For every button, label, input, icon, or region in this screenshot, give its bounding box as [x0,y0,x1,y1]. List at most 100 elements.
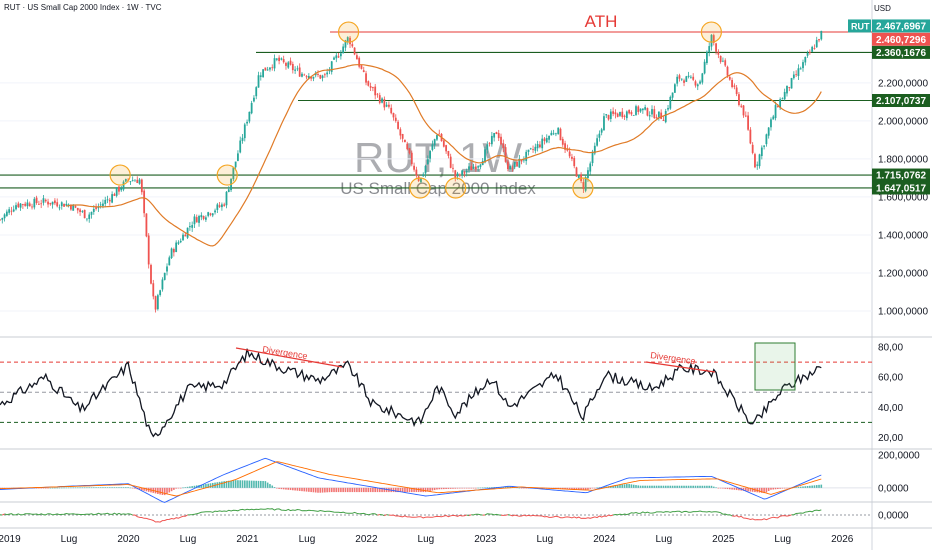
candle-body [747,115,749,130]
macd-histogram-bar [516,487,518,489]
macd-histogram-bar [438,487,441,490]
candle-body [731,79,733,88]
macd-histogram-bar [493,487,495,488]
macd-histogram-bar [459,487,461,489]
candle-body [72,204,75,211]
macd-histogram-bar [728,487,731,490]
time-tick-label: 2021 [236,534,259,545]
candle-body [593,145,596,154]
macd-histogram-bar [321,487,324,493]
candle-body [728,76,731,80]
candle-body [751,144,754,153]
candle-body [131,180,134,182]
candle-body [353,47,356,55]
candle-body [783,91,786,100]
candle-body [774,105,777,119]
macd-histogram-bar [74,487,77,489]
candle-body [95,207,97,209]
macd-histogram-bar [578,487,580,490]
macd-histogram-bar [56,487,58,489]
candle-body [275,58,278,60]
candle-body [321,75,324,79]
macd-histogram-bar [376,487,379,493]
candle-body [671,92,674,98]
currency-label: USD [874,4,891,13]
macd-histogram-bar [463,487,466,489]
macd-histogram-bar [179,487,182,489]
macd-histogram-bar [189,486,191,488]
macd-histogram-bar [603,486,605,488]
macd-histogram-bar [799,486,802,488]
candle-body [678,75,681,79]
candle-body [733,85,736,87]
macd-histogram-bar [349,487,351,493]
candle-body [278,57,281,62]
candle-body [319,74,322,79]
candle-body [282,59,285,63]
candle-body [161,279,164,290]
candle-body [625,111,628,119]
macd-histogram-bar [260,480,262,488]
candle-body [317,73,319,75]
candle-body [502,143,505,148]
candle-body [632,115,635,116]
price-tag [872,45,930,59]
macd-histogram-bar [653,485,656,488]
candle-body [237,153,239,161]
candle-body [129,181,132,183]
candle-body [541,138,544,149]
horizontal-levels [0,31,872,189]
candle-body [516,161,518,167]
candle-body [10,210,13,212]
candle-body [294,69,297,71]
price-tag-label: 2.360,1676 [876,48,926,59]
candle-body [305,76,308,78]
candle-body [522,159,525,161]
macd-histogram-bar [324,487,326,493]
macd-histogram-bar [719,487,722,489]
macd-histogram-bar [319,487,322,493]
macd-histogram-bar [765,487,768,493]
candle-body [552,133,555,135]
macd-histogram-bar [294,487,296,491]
macd-histogram-bar [221,481,223,488]
macd-histogram-bar [637,485,640,488]
candle-body [193,216,196,225]
candle-body [818,39,820,41]
candle-body [35,197,38,204]
candle-body [770,119,772,128]
macd-histogram-bar [804,486,807,488]
macd-histogram-bar [477,487,479,489]
macd-histogram-bar [509,486,511,488]
chart-title: RUT · US Small Cap 2000 Index · 1W · TVC [4,3,162,12]
macd-histogram-bar [175,487,177,489]
macd-histogram-bar [163,487,166,496]
macd-histogram-bar [806,486,809,488]
macd-histogram-bar [447,487,450,489]
candle-body [378,95,381,103]
macd-histogram-bar [687,485,690,488]
candle-body [605,114,608,116]
oscillator-line [386,514,390,516]
candle-body [735,87,738,95]
candle-body [248,111,251,122]
candle-body [749,129,752,144]
macd-histogram-bar [518,487,521,489]
macd-histogram-bar [225,480,228,488]
macd-histogram-bar [488,487,491,488]
macd-histogram-bar [612,485,614,488]
candle-body [186,227,189,238]
candle-body [687,75,690,77]
candle-body [760,147,763,157]
macd-histogram-bar [619,484,621,488]
candle-body [808,52,811,53]
candle-body [452,167,454,169]
macd-histogram-bar [54,487,56,489]
candle-body [79,209,81,213]
candle-body [545,138,548,143]
candle-body [328,70,331,72]
oscillator-pane: 0,0000 [0,508,909,523]
candle-body [710,34,713,47]
candle-body [612,111,615,114]
